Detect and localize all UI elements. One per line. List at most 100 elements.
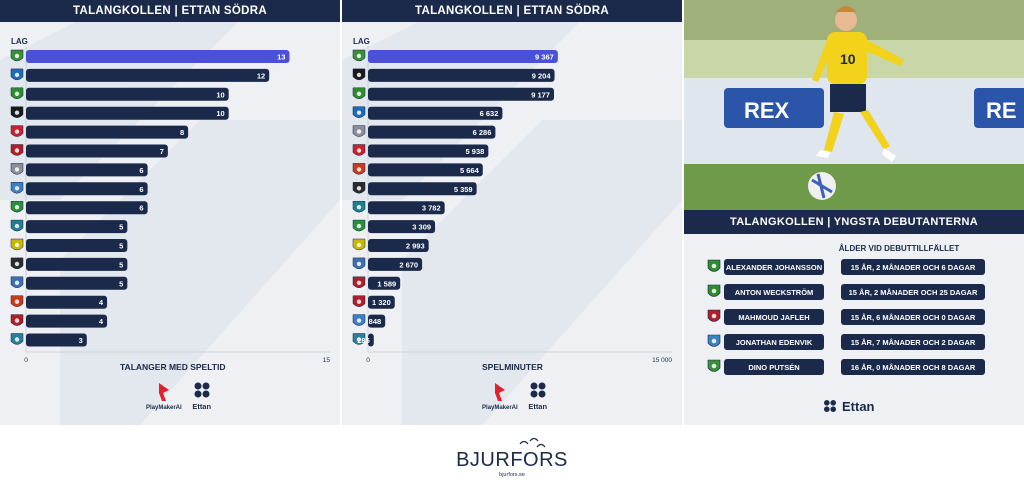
team-crest-icon bbox=[352, 68, 366, 81]
team-crest-icon bbox=[10, 219, 24, 232]
sponsor-name: BJURFORS bbox=[456, 449, 568, 471]
debutant-name: ALEXANDER JOHANSSON bbox=[724, 259, 824, 275]
bar bbox=[368, 333, 374, 347]
bar bbox=[26, 333, 87, 347]
ettan-logo: Ettan bbox=[192, 380, 212, 411]
bar-value-label: 6 bbox=[139, 166, 143, 175]
team-crest-icon bbox=[10, 314, 24, 326]
team-crest-icon bbox=[10, 163, 24, 175]
team-crest-icon bbox=[352, 87, 366, 100]
bar bbox=[26, 220, 128, 234]
spelminuter-chart-panel: TALANGKOLLEN | ETTAN SÖDRA LAG 9 367 9 20… bbox=[342, 0, 682, 425]
team-crest-icon bbox=[352, 125, 366, 137]
bar-value-label: 6 bbox=[139, 185, 143, 194]
team-crest-icon bbox=[352, 163, 366, 175]
bar bbox=[368, 50, 558, 63]
bar bbox=[26, 163, 148, 177]
bar-value-label: 6 bbox=[139, 204, 143, 213]
ettan-logo: Ettan bbox=[528, 380, 548, 411]
bar-value-label: 7 bbox=[160, 147, 164, 156]
bar-value-label: 8 bbox=[180, 128, 184, 137]
team-crest-icon bbox=[10, 68, 24, 81]
x-tick-label: 0 bbox=[24, 357, 28, 364]
team-crest-icon bbox=[352, 333, 366, 345]
playmaker-icon bbox=[158, 383, 169, 401]
y-axis-label: LAG bbox=[353, 37, 370, 46]
chart-title: TALANGKOLLEN | ETTAN SÖDRA bbox=[0, 0, 340, 22]
bar-value-label: 6 286 bbox=[473, 128, 492, 137]
team-crest-icon bbox=[10, 276, 24, 289]
bar-value-label: 2 670 bbox=[399, 260, 418, 269]
debutant-name: MAHMOUD JAFLEH bbox=[724, 309, 824, 325]
playmaker-logo: PlayMakerAI bbox=[482, 381, 518, 411]
debutanter-title: TALANGKOLLEN | YNGSTA DEBUTANTERNA bbox=[684, 210, 1024, 234]
x-tick-label: 15 bbox=[323, 357, 331, 364]
team-crest-icon bbox=[352, 144, 366, 156]
chart-title: TALANGKOLLEN | ETTAN SÖDRA bbox=[342, 0, 682, 22]
bar bbox=[26, 314, 108, 328]
team-crest-icon bbox=[352, 182, 366, 194]
brand-logos: PlayMakerAI Ettan bbox=[482, 380, 548, 411]
age-column-title: ÅLDER VID DEBUTTILLFÄLLET bbox=[838, 244, 960, 253]
team-crest-icon bbox=[10, 182, 24, 194]
x-tick-label: 0 bbox=[366, 357, 370, 364]
bar bbox=[26, 144, 168, 158]
bar bbox=[26, 106, 229, 120]
team-crest-icon bbox=[352, 238, 366, 251]
team-crest-icon bbox=[352, 314, 366, 326]
debutant-age: 15 ÅR, 7 MÅNADER OCH 2 DAGAR bbox=[841, 334, 985, 350]
bar-value-label: 5 bbox=[119, 260, 123, 269]
football-icon bbox=[824, 400, 836, 412]
club-crest-icon bbox=[707, 259, 721, 272]
debutant-age: 15 ÅR, 2 MÅNADER OCH 6 DAGAR bbox=[841, 259, 985, 275]
debutant-row: MAHMOUD JAFLEH 15 ÅR, 6 MÅNADER OCH 0 DAG… bbox=[707, 309, 985, 325]
bar-value-label: 5 bbox=[119, 279, 123, 288]
club-crest-icon bbox=[707, 359, 721, 372]
team-crest-icon bbox=[10, 87, 24, 100]
playmaker-icon bbox=[494, 383, 505, 401]
bar bbox=[26, 257, 128, 271]
team-crest-icon bbox=[10, 106, 24, 118]
sponsor-footer bbox=[0, 425, 1024, 482]
debutant-name: ANTON WECKSTRÖM bbox=[724, 284, 824, 300]
bar-value-label: 1 320 bbox=[372, 298, 391, 307]
bar-value-label: 3 782 bbox=[422, 204, 441, 213]
bar-value-label: 5 938 bbox=[466, 147, 485, 156]
birds-icon bbox=[519, 437, 546, 448]
team-crest-icon bbox=[352, 219, 366, 232]
playmaker-logo: PlayMakerAI bbox=[146, 381, 182, 411]
bar bbox=[368, 87, 554, 101]
club-crest-icon bbox=[707, 309, 721, 322]
debutant-row: DINO PUTSÉN 16 ÅR, 0 MÅNADER OCH 8 DAGAR bbox=[707, 359, 985, 375]
club-crest-icon bbox=[707, 284, 721, 297]
x-axis-title: TALANGER MED SPELTID bbox=[120, 362, 226, 372]
bar-value-label: 9 204 bbox=[532, 71, 552, 80]
bar bbox=[368, 276, 401, 290]
bar-value-label: 4 bbox=[99, 317, 104, 326]
bar-value-label: 12 bbox=[257, 71, 265, 80]
debutant-row: ANTON WECKSTRÖM 15 ÅR, 2 MÅNADER OCH 25 D… bbox=[707, 284, 985, 300]
bar-value-label: 9 367 bbox=[535, 53, 554, 62]
bar bbox=[368, 125, 496, 139]
team-crest-icon bbox=[10, 49, 24, 62]
svg-text:10: 10 bbox=[840, 51, 856, 67]
team-crest-icon bbox=[352, 106, 366, 118]
bar bbox=[26, 201, 148, 215]
bar bbox=[368, 220, 436, 234]
svg-text:REX: REX bbox=[744, 98, 790, 123]
bar-value-label: 4 bbox=[99, 298, 104, 307]
bar bbox=[368, 314, 386, 328]
team-crest-icon bbox=[10, 200, 24, 213]
team-crest-icon bbox=[352, 200, 366, 213]
bar-value-label: 10 bbox=[216, 109, 224, 118]
bar-value-label: 5 664 bbox=[460, 166, 480, 175]
bar-chart-spelminuter: 9 367 9 204 9 177 6 632 6 286 5 938 5 664 5 359… bbox=[352, 46, 672, 364]
bar bbox=[26, 295, 108, 309]
ettan-logo: Ettan bbox=[822, 398, 875, 414]
team-crest-icon bbox=[10, 125, 24, 137]
player-photo: REX RE 10 bbox=[684, 0, 1024, 210]
bar-value-label: 3 bbox=[79, 336, 83, 345]
bar-value-label: 10 bbox=[216, 90, 224, 99]
team-crest-icon bbox=[10, 295, 24, 307]
bar-value-label: 2 993 bbox=[406, 242, 425, 251]
